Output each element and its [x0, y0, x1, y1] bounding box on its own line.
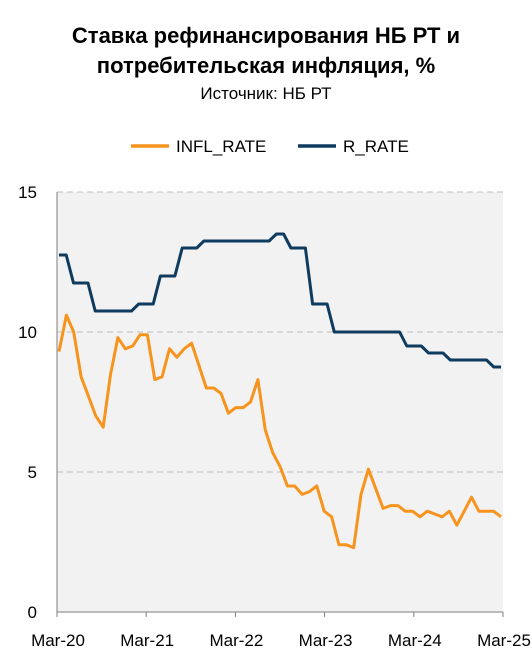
- x-tick-label: Mar-22: [209, 631, 263, 650]
- y-tick-label: 0: [28, 603, 37, 622]
- y-tick-label: 15: [18, 183, 37, 202]
- series-line-r_rate: [59, 232, 501, 369]
- plot-area: [57, 192, 503, 612]
- x-tick-label: Mar-21: [120, 631, 174, 650]
- legend-label-r_rate: R_RATE: [343, 137, 409, 156]
- x-tick-label: Mar-20: [31, 631, 85, 650]
- legend: INFL_RATE R_RATE: [131, 137, 409, 156]
- chart-title-line1: Ставка рефинансирования НБ РТ и: [71, 23, 461, 48]
- y-tick-label: 10: [18, 323, 37, 342]
- axes: 0 5 10 15 Mar-20 Mar-21 Mar-22 Mar-23 Mar-24 Mar-…: [18, 183, 531, 650]
- chart-title-line2: потребительская инфляция, %: [96, 53, 436, 78]
- legend-label-infl_rate: INFL_RATE: [176, 137, 266, 156]
- x-tick-label: Mar-25: [477, 631, 531, 650]
- x-tick-label: Mar-23: [299, 631, 353, 650]
- x-tick-label: Mar-24: [388, 631, 442, 650]
- gridlines: [57, 191, 503, 473]
- series-line-infl_rate: [57, 313, 502, 550]
- y-tick-label: 5: [28, 463, 37, 482]
- chart-subtitle: Источник: НБ РТ: [200, 84, 332, 103]
- series-group: [57, 232, 502, 550]
